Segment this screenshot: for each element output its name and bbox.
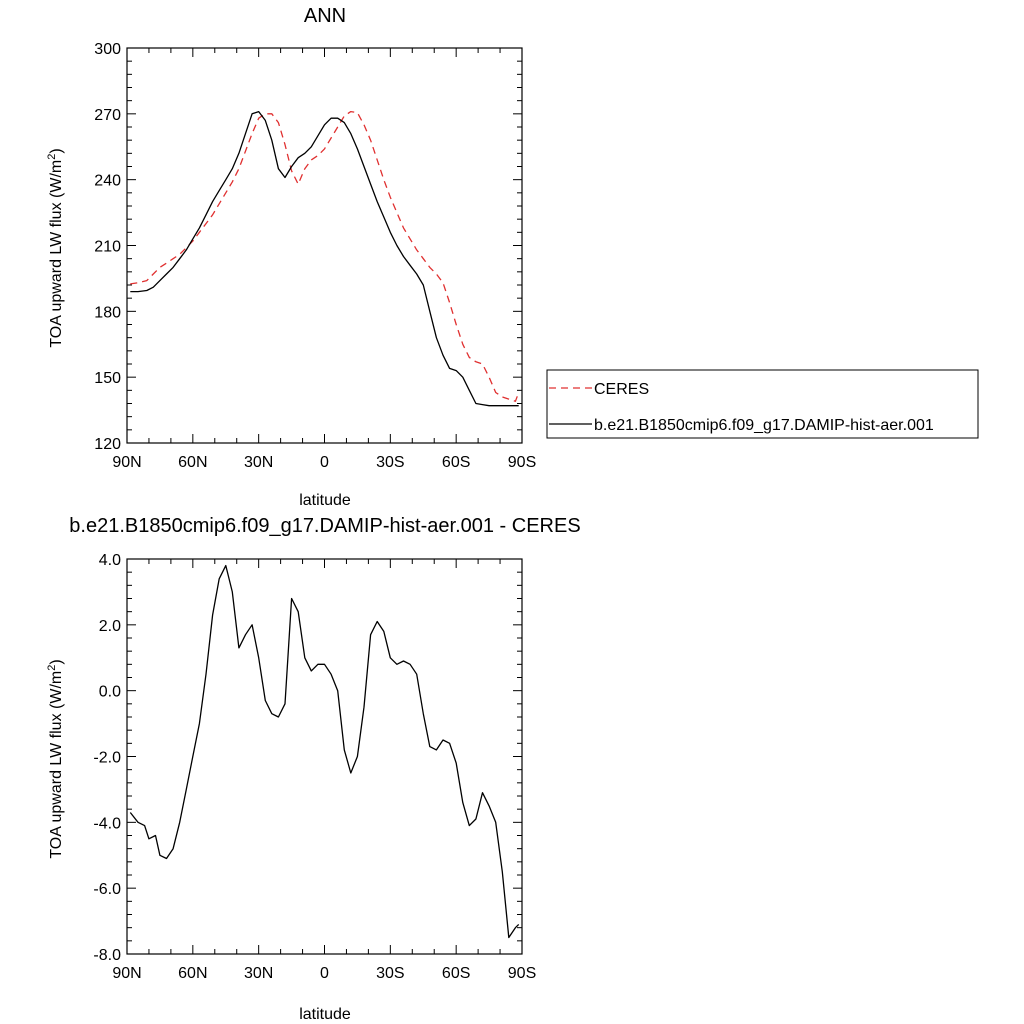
top-y-tick-label: 270 (94, 107, 121, 124)
legend-ceres-label: CERES (594, 381, 649, 398)
top-x-tick-label: 90N (112, 454, 141, 471)
top-y-tick-label: 120 (94, 436, 121, 453)
bottom-x-axis-label: latitude (299, 1006, 351, 1023)
bottom-series-line-0 (129, 564, 520, 939)
top-y-axis-label: TOA upward LW flux (W/m2) (46, 148, 65, 347)
top-y-tick-label: 210 (94, 239, 121, 256)
legend-box (546, 369, 979, 439)
top-x-axis-label: latitude (299, 492, 351, 509)
top-y-axis-label-main: TOA upward LW flux (W/m (48, 160, 65, 348)
bottom-y-tick-label: 0.0 (99, 684, 121, 701)
top-x-tick-label: 60N (178, 454, 207, 471)
bottom-plot-area: 90N 60N 30N 0 30S 60S 90S -8.0 -6.0 -4.0 -2.0 0.0 2.… (93, 552, 536, 982)
top-chart-title: ANN (304, 5, 346, 27)
bottom-y-tick-label: -6.0 (93, 881, 121, 898)
legend-model-label: b.e21.B1850cmip6.f09_g17.DAMIP-hist-aer.… (594, 417, 934, 434)
bottom-x-tick-label: 60S (442, 965, 470, 982)
top-x-tick-label: 90S (508, 454, 536, 471)
top-series-line-1 (130, 110, 519, 407)
top-plot-frame (126, 47, 523, 444)
bottom-y-tick-label: -4.0 (93, 815, 121, 832)
top-x-tick-label: 0 (320, 454, 329, 471)
bottom-y-tick-label: 4.0 (99, 552, 121, 569)
top-y-axis-label-sup: 2 (46, 154, 58, 160)
bottom-x-tick-label: 30S (376, 965, 404, 982)
bottom-plot-frame (126, 558, 523, 955)
top-y-tick-label: 180 (94, 304, 121, 321)
legend: CERES b.e21.B1850cmip6.f09_g17.DAMIP-his… (546, 369, 979, 439)
top-panel: ANN 90N 60N 30N 0 30S 60S 90S 120 150 180 210 240 27… (46, 5, 536, 509)
bottom-panel: b.e21.B1850cmip6.f09_g17.DAMIP-hist-aer.… (46, 515, 581, 1023)
top-plot-area: 90N 60N 30N 0 30S 60S 90S 120 150 180 210 240 270 300 (94, 41, 536, 471)
top-series-line-0 (130, 110, 520, 402)
bottom-y-axis-label-sup: 2 (46, 665, 58, 671)
bottom-x-tick-label: 90N (112, 965, 141, 982)
bottom-y-axis-label-close: ) (48, 659, 65, 664)
top-x-tick-label: 30N (244, 454, 273, 471)
bottom-y-axis-label: TOA upward LW flux (W/m2) (46, 659, 65, 858)
top-y-axis-label-close: ) (48, 148, 65, 153)
bottom-x-tick-label: 30N (244, 965, 273, 982)
bottom-x-tick-label: 90S (508, 965, 536, 982)
top-y-tick-label: 150 (94, 370, 121, 387)
bottom-y-tick-label: -8.0 (93, 947, 121, 964)
top-y-tick-label: 240 (94, 173, 121, 190)
top-x-tick-label: 30S (376, 454, 404, 471)
bottom-x-tick-label: 0 (320, 965, 329, 982)
bottom-y-tick-label: -2.0 (93, 750, 121, 767)
bottom-y-tick-label: 2.0 (99, 618, 121, 635)
bottom-chart-title: b.e21.B1850cmip6.f09_g17.DAMIP-hist-aer.… (69, 515, 580, 537)
bottom-x-tick-label: 60N (178, 965, 207, 982)
top-x-tick-label: 60S (442, 454, 470, 471)
bottom-y-axis-label-main: TOA upward LW flux (W/m (48, 671, 65, 859)
top-y-tick-label: 300 (94, 41, 121, 58)
